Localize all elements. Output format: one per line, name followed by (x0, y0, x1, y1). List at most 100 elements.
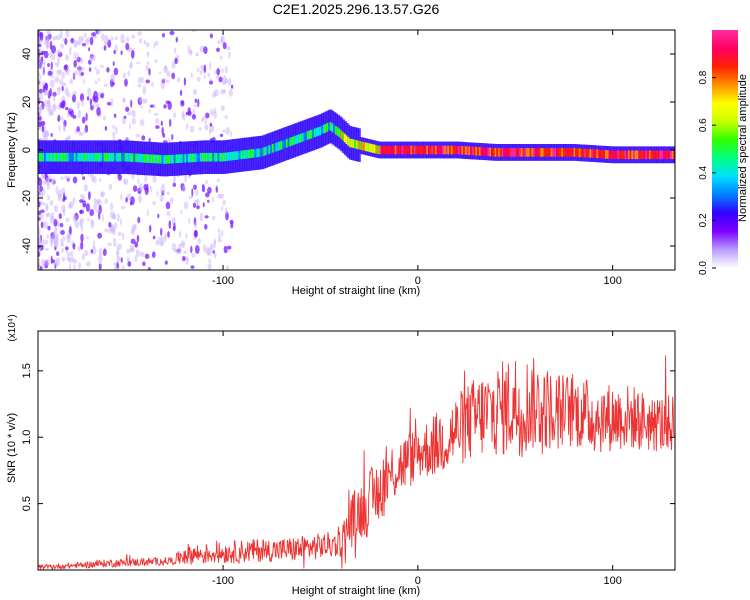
noise-blob (152, 200, 157, 206)
ridge-core (534, 148, 538, 157)
ridge-core (242, 150, 246, 159)
ridge-core (491, 147, 495, 157)
noise-blob (154, 112, 159, 116)
noise-blob (38, 73, 42, 81)
ridge-core (605, 150, 608, 159)
noise-blob (122, 232, 125, 241)
noise-blob (114, 44, 118, 53)
noise-blob (194, 230, 198, 238)
noise-blob (89, 98, 93, 106)
ridge-core (163, 155, 167, 164)
ridge-core (548, 148, 552, 157)
ridge-core (436, 145, 440, 155)
noise-blob (178, 247, 182, 255)
ridge-core (445, 145, 449, 155)
ridge-core (612, 150, 616, 160)
noise-blob (156, 190, 159, 198)
ridge-core (415, 145, 419, 155)
noise-blob (217, 228, 221, 233)
noise-blob (191, 188, 194, 197)
noise-blob (193, 184, 197, 190)
colorbar-tick-label: 0.6 (698, 118, 709, 132)
snr-y-ticks: 0.5 1.0 1.5 (21, 363, 675, 511)
noise-blob (154, 40, 159, 46)
ridge-core (108, 152, 112, 162)
chart-title: C2E1.2025.296.13.57.G26 (273, 1, 440, 17)
ridge-core (631, 150, 635, 160)
noise-blob (209, 80, 213, 85)
noise-blob (146, 61, 150, 65)
noise-blob (124, 78, 128, 87)
noise-blob (110, 202, 114, 211)
y-tick-label: 20 (21, 96, 33, 108)
noise-blob (117, 173, 123, 181)
noise-blob (190, 125, 195, 133)
noise-blob (61, 187, 66, 195)
ridge-core (419, 145, 423, 155)
colorbar-label: Normalized spectral amplitude (737, 74, 749, 222)
noise-blob (190, 265, 195, 269)
ridge-core (364, 142, 368, 152)
ridge-core (314, 128, 317, 138)
colorbar-tick-label: 0.4 (698, 165, 709, 179)
ridge-core (65, 152, 69, 162)
noise-blob (155, 125, 160, 129)
noise-blob (217, 237, 222, 243)
noise-blob (219, 133, 224, 137)
noise-blob (88, 47, 91, 52)
ridge-core (159, 155, 163, 164)
ridge-core (96, 152, 100, 162)
ridge-core (177, 154, 181, 163)
ridge-core (424, 145, 428, 155)
noise-blob (190, 245, 193, 254)
ridge-core (671, 150, 675, 160)
noise-blob (201, 186, 206, 193)
ridge-core (349, 138, 353, 148)
ridge-core (261, 147, 265, 157)
ridge-core (399, 145, 403, 155)
ridge-core (584, 148, 587, 158)
noise-blob (50, 75, 54, 79)
noise-blob (204, 119, 207, 126)
noise-blob (230, 84, 234, 89)
noise-blob (183, 250, 188, 254)
noise-blob (72, 243, 76, 250)
ridge-core (429, 145, 433, 155)
ridge-core (63, 152, 67, 162)
ridge-core (215, 152, 219, 162)
noise-blob (114, 36, 118, 41)
noise-blob (197, 98, 200, 108)
noise-blob (112, 81, 115, 86)
noise-blob (121, 40, 126, 44)
ridge-core (496, 148, 500, 157)
ridge-core (578, 148, 582, 158)
noise-blob (180, 240, 186, 249)
noise-blob (207, 186, 212, 194)
noise-blob (72, 94, 76, 103)
ridge-core (172, 154, 175, 164)
ridge-core (668, 150, 672, 160)
noise-blob (112, 213, 117, 220)
ridge-core (59, 152, 63, 162)
noise-blob (119, 218, 122, 226)
ridge-core (266, 146, 270, 155)
ridge-core (166, 155, 170, 164)
snr-line (38, 355, 675, 570)
noise-blob (99, 178, 102, 182)
noise-blob (39, 32, 44, 41)
noise-blob (129, 62, 133, 69)
noise-blob (225, 265, 229, 270)
noise-blob (59, 222, 64, 228)
ridge-core (515, 148, 519, 157)
noise-blob (180, 209, 183, 214)
noise-blob (131, 34, 136, 39)
noise-blob (44, 89, 50, 97)
ridge-core (421, 145, 424, 155)
ridge-core (499, 148, 503, 157)
noise-blob (181, 110, 185, 119)
ridge-core (70, 152, 74, 162)
noise-blob (77, 246, 81, 252)
ridge-core (519, 148, 523, 157)
noise-blob (159, 71, 162, 75)
noise-blob (191, 30, 196, 33)
